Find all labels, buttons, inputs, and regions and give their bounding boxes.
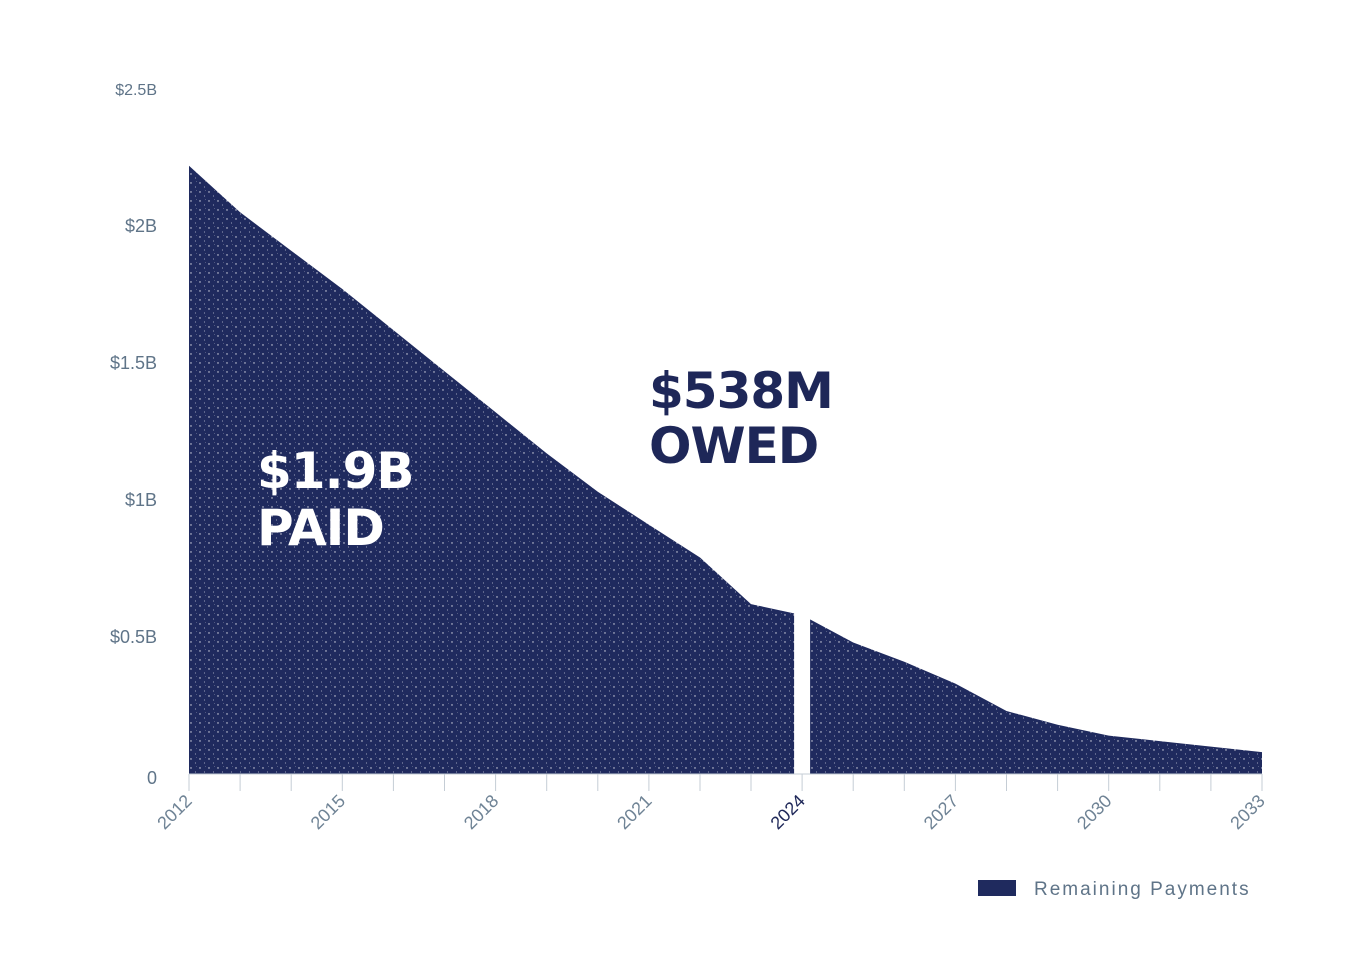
paid-amount: $1.9B: [257, 442, 413, 500]
x-tick-label: 2015: [307, 791, 349, 833]
y-tick-label: $0.5B: [110, 627, 157, 647]
owed-label: OWED: [649, 417, 818, 475]
paid-annotation: $1.9B PAID: [257, 442, 414, 557]
y-axis: 0 $0.5B $1B $1.5B $2B $2.5B: [110, 82, 157, 788]
x-tick-label: 2024: [767, 791, 809, 833]
x-tick-label: 2021: [613, 791, 655, 833]
x-tick-label: 2018: [460, 791, 502, 833]
legend-label: Remaining Payments: [1034, 879, 1251, 900]
current-year-divider: [794, 595, 811, 775]
y-tick-label: $2.5B: [115, 82, 157, 99]
x-tick-label: 2030: [1073, 791, 1115, 833]
area-layer: [189, 165, 1262, 774]
remaining-payments-area: [189, 165, 1262, 774]
legend-swatch: [978, 880, 1016, 896]
x-tick-label: 2012: [153, 791, 195, 833]
y-tick-label: $2B: [125, 216, 157, 236]
owed-amount: $538M: [649, 362, 833, 420]
x-tick-label: 2027: [920, 791, 962, 833]
owed-annotation: $538M OWED: [649, 362, 834, 475]
paid-label: PAID: [257, 499, 384, 557]
y-tick-label: $1.5B: [110, 353, 157, 373]
y-tick-label: $1B: [125, 490, 157, 510]
x-tick-label: 2033: [1226, 791, 1268, 833]
x-axis: 2012 2015 2018 2021 2024 2027 2030 2033: [153, 773, 1269, 833]
y-tick-label: 0: [147, 768, 157, 788]
legend: Remaining Payments: [978, 879, 1251, 900]
